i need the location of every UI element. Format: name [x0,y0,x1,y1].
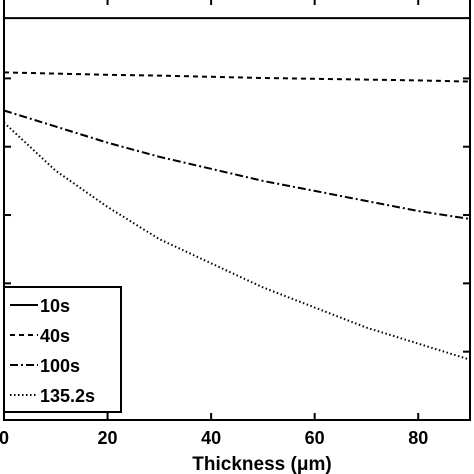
x-tick-label: 60 [305,428,325,448]
x-tick-label: 40 [201,428,221,448]
legend-label: 100s [40,356,80,376]
series-line-3 [3,109,471,220]
x-tick-label: 20 [98,428,118,448]
axis-ticks: 0 20 40 60 80 [0,0,470,448]
x-tick-label: 80 [408,428,428,448]
legend-label: 10s [40,296,70,316]
legend-label: 135.2s [40,386,95,406]
x-axis-title: Thickness (μm) [192,454,331,474]
series-group [3,17,471,361]
legend-label: 40s [40,326,70,346]
legend: 10s 40s 100s 135.2s [3,286,122,413]
series-line-4 [3,121,471,361]
x-tick-label: 0 [0,428,9,448]
plot-frame [3,0,471,421]
legend-box [3,286,122,413]
series-line-2 [3,71,471,83]
